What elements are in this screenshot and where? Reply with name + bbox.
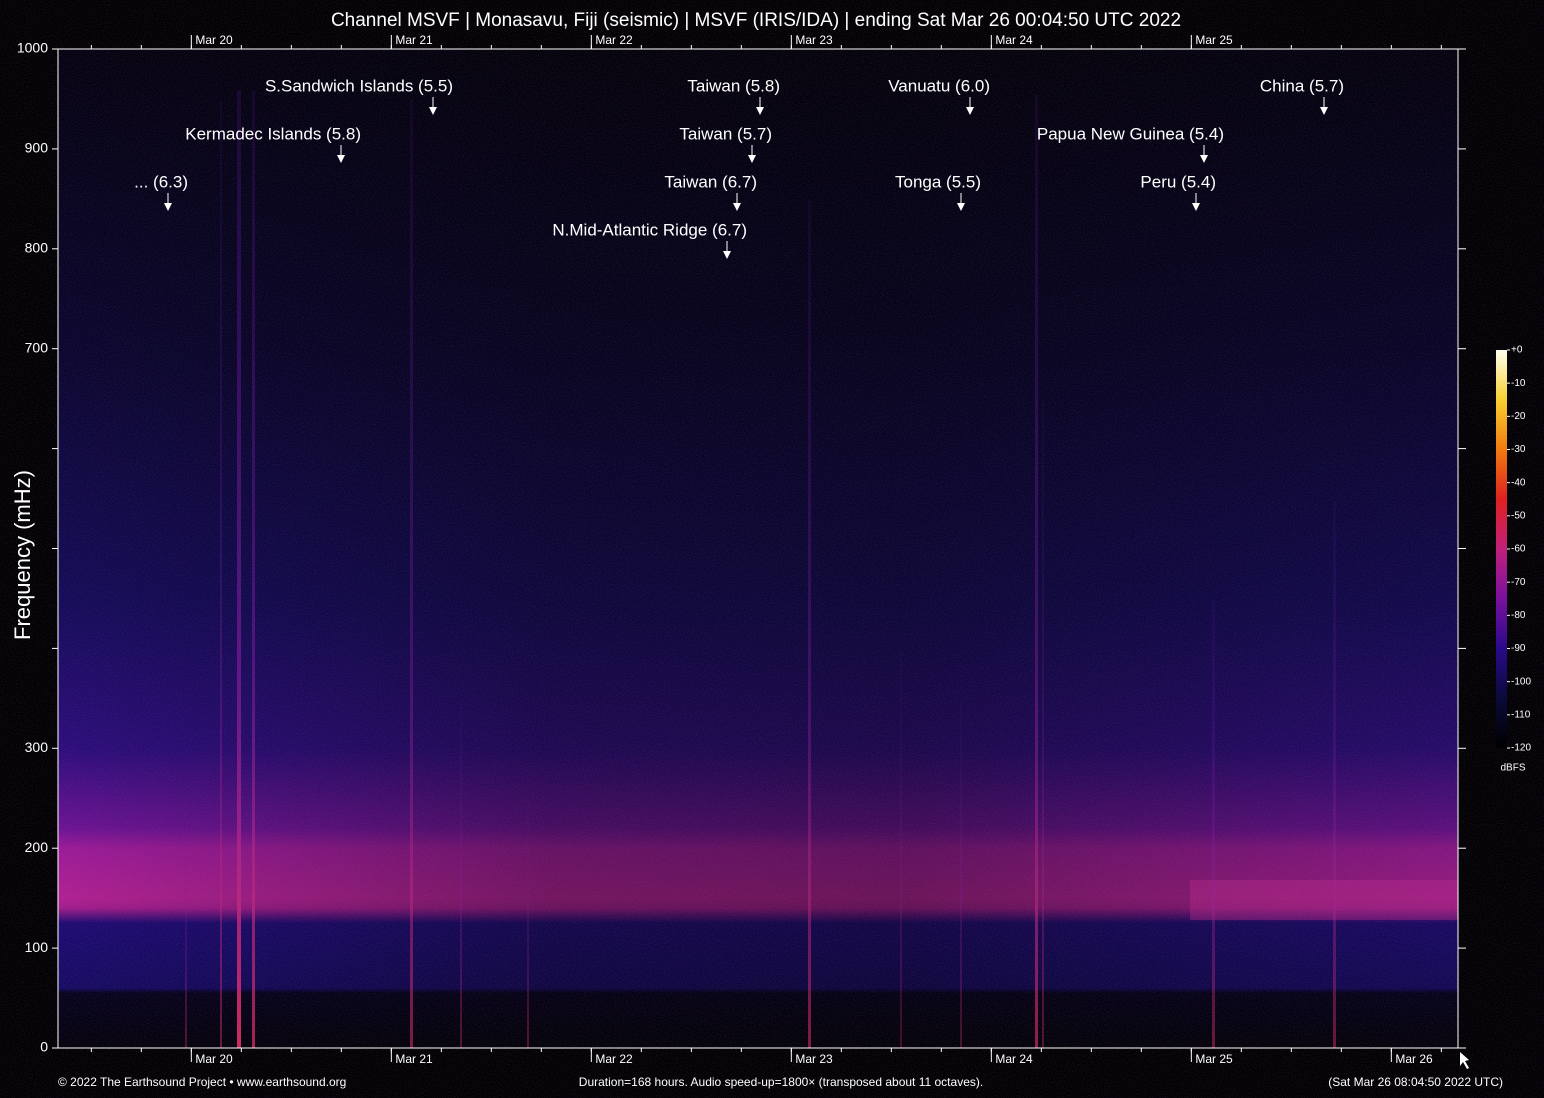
chart-title: Channel MSVF | Monasavu, Fiji (seismic) … <box>331 10 1181 31</box>
colorbar-tick-label: -80 <box>1511 610 1526 621</box>
event-arrowhead <box>733 203 741 211</box>
x2-tick-label: Mar 21 <box>395 33 433 47</box>
event-arrowhead <box>748 155 756 163</box>
event-streak <box>1333 500 1336 1048</box>
colorbar-tick-label: -110 <box>1511 709 1531 720</box>
event-arrowhead <box>966 107 974 115</box>
y-tick-label: 700 <box>25 339 49 355</box>
x-tick-label: Mar 22 <box>595 1052 633 1066</box>
event-arrowhead <box>1200 155 1208 163</box>
x2-tick-label: Mar 25 <box>1195 33 1233 47</box>
event-arrowhead <box>337 155 345 163</box>
x2-tick-label: Mar 20 <box>195 33 233 47</box>
event-arrowhead <box>723 251 731 259</box>
event-label: China (5.7) <box>1260 76 1344 95</box>
x-tick-label: Mar 21 <box>395 1052 433 1066</box>
event-label: Vanuatu (6.0) <box>888 76 990 95</box>
x-tick-label: Mar 26 <box>1395 1052 1433 1066</box>
x2-tick-label: Mar 23 <box>795 33 833 47</box>
event-arrowhead <box>1192 203 1200 211</box>
event-label: Taiwan (6.7) <box>664 172 757 191</box>
event-streak <box>808 200 811 1048</box>
cursor <box>1460 1052 1469 1069</box>
colorbar-tick-label: -70 <box>1511 577 1526 588</box>
event-streak <box>460 700 462 1048</box>
colorbar-tick-label: -90 <box>1511 643 1526 654</box>
event-streak <box>237 90 241 1048</box>
x2-tick-label: Mar 24 <box>995 33 1033 47</box>
x-tick-label: Mar 23 <box>795 1052 833 1066</box>
event-streak <box>527 800 529 1048</box>
event-streak <box>1212 600 1215 1048</box>
y-tick-label: 1000 <box>17 40 48 56</box>
spectrogram-image <box>58 49 1458 1048</box>
event-streak <box>220 100 222 1048</box>
event-streak <box>900 650 902 1048</box>
colorbar-label: dBFS <box>1500 763 1525 774</box>
event-label: Kermadec Islands (5.8) <box>185 124 361 143</box>
y-tick-label: 300 <box>25 739 49 755</box>
event-label: Tonga (5.5) <box>895 172 981 191</box>
y-tick-label: 100 <box>25 939 49 955</box>
y-tick-label: 200 <box>25 839 49 855</box>
x-tick-label: Mar 24 <box>995 1052 1033 1066</box>
event-arrowhead <box>429 107 437 115</box>
event-label: ... (6.3) <box>134 172 188 191</box>
y-tick-label: 0 <box>40 1039 48 1055</box>
colorbar <box>1496 350 1507 748</box>
event-streak <box>410 100 413 1048</box>
colorbar-tick-label: -100 <box>1511 676 1531 687</box>
y-axis-label: Frequency (mHz) <box>10 470 35 640</box>
event-arrowhead <box>957 203 965 211</box>
colorbar-tick-label: -20 <box>1511 411 1526 422</box>
footer-right: (Sat Mar 26 08:04:50 2022 UTC) <box>1328 1075 1503 1089</box>
event-streak <box>185 800 187 1048</box>
footer-center: Duration=168 hours. Audio speed-up=1800×… <box>579 1075 983 1089</box>
event-arrowhead <box>164 203 172 211</box>
event-label: N.Mid-Atlantic Ridge (6.7) <box>552 220 747 239</box>
event-streak <box>1035 95 1038 1048</box>
event-arrowhead <box>1320 107 1328 115</box>
colorbar-tick-label: -40 <box>1511 477 1526 488</box>
event-streak <box>252 90 255 1048</box>
event-label: Taiwan (5.8) <box>687 76 780 95</box>
footer-left: © 2022 The Earthsound Project • www.eart… <box>58 1075 346 1089</box>
event-streak <box>1042 400 1044 1048</box>
colorbar-tick-label: -50 <box>1511 510 1526 521</box>
event-arrowhead <box>756 107 764 115</box>
event-label: Taiwan (5.7) <box>679 124 772 143</box>
x-tick-label: Mar 20 <box>195 1052 233 1066</box>
event-label: Peru (5.4) <box>1140 172 1216 191</box>
x2-tick-label: Mar 22 <box>595 33 633 47</box>
colorbar-tick-label: -30 <box>1511 444 1526 455</box>
event-label: Papua New Guinea (5.4) <box>1037 124 1224 143</box>
colorbar-tick-label: -120 <box>1511 743 1531 754</box>
colorbar-tick-label: -10 <box>1511 378 1526 389</box>
x-tick-label: Mar 25 <box>1195 1052 1233 1066</box>
event-label: S.Sandwich Islands (5.5) <box>265 76 453 95</box>
y-tick-label: 900 <box>25 140 49 156</box>
colorbar-tick-label: +0 <box>1511 345 1523 356</box>
event-streak <box>960 700 962 1048</box>
colorbar-tick-label: -60 <box>1511 544 1526 555</box>
y-tick-label: 800 <box>25 240 49 256</box>
